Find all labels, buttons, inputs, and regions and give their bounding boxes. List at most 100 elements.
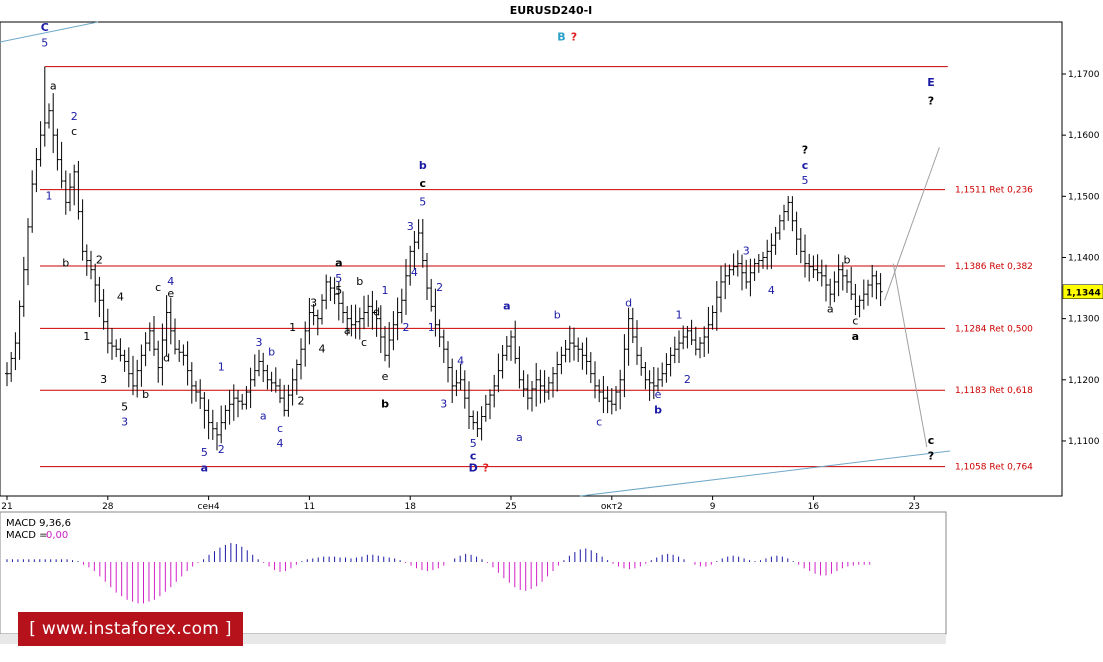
ohlc-bar (328, 276, 333, 302)
wave-label: c (928, 434, 935, 447)
ohlc-bar (9, 351, 14, 382)
ohlc-bar (769, 233, 774, 269)
wave-label: 3 (743, 244, 750, 257)
indicator-scroll-strip (0, 634, 946, 644)
ohlc-bar (257, 349, 261, 377)
ohlc-bar (488, 389, 492, 420)
wave-label: 2 (436, 281, 443, 294)
ohlc-bar (282, 384, 287, 417)
ohlc-bar (534, 362, 539, 407)
ohlc-bar (706, 306, 711, 354)
ohlc-bar (878, 273, 883, 307)
wave-label: ? (483, 462, 489, 475)
wave-label: B (557, 30, 565, 43)
wave-label: 1 (83, 330, 90, 343)
ohlc-bar (542, 370, 547, 403)
wave-label: 1 (428, 321, 435, 334)
ohlc-bar (265, 364, 270, 390)
macd-name: MACD 9,36,6 (6, 518, 71, 529)
ohlc-bar (672, 336, 677, 364)
price-tick-label: 1,1400 (1068, 253, 1100, 263)
ohlc-bar (362, 295, 366, 330)
ohlc-bar (248, 367, 253, 409)
current-price-label: 1,1344 (1066, 289, 1101, 299)
wave-label: b (654, 403, 662, 416)
ohlc-bar (110, 327, 114, 360)
wave-label: b (268, 345, 275, 358)
wave-label: 3 (407, 220, 414, 233)
ohlc-bar (866, 279, 870, 306)
wave-label: b (62, 257, 69, 270)
ohlc-bar (454, 369, 459, 397)
wave-label: d (625, 296, 632, 309)
ohlc-bar (215, 422, 219, 451)
trendlines-layer (0, 21, 951, 497)
ohlc-bar (63, 170, 68, 215)
projection-up-line (884, 147, 940, 301)
wave-label: a (335, 257, 342, 270)
ohlc-bar (467, 381, 471, 430)
wave-label: b (419, 159, 427, 172)
axis-ticks-layer: 1,1700 1,1600 1,1500 1,1400 1,1300 1,1200 1,11… (1, 70, 1099, 512)
time-tick-label: 23 (908, 502, 919, 512)
ohlc-bar (735, 250, 740, 277)
ohlc-bar (244, 386, 249, 410)
macd-value: 0,00 (46, 530, 68, 541)
ohlc-bar (639, 347, 644, 376)
ohlc-bar (374, 300, 379, 337)
ohlc-bar (584, 337, 589, 375)
time-tick-label: окт2 (601, 502, 623, 512)
ohlc-bar (740, 254, 744, 291)
ohlc-bar (315, 309, 320, 336)
ohlc-bar (21, 256, 26, 317)
ohlc-bar (773, 226, 778, 255)
ohlc-bar (231, 384, 236, 421)
current-price-marker: 1,1344 (1062, 284, 1103, 299)
wave-label: 4 (457, 355, 464, 368)
ohlc-bar (164, 295, 169, 357)
time-tick-label: 21 (1, 502, 12, 512)
ohlc-bar (551, 366, 555, 398)
wave-label: c (71, 125, 77, 138)
ohlc-bar (185, 341, 190, 386)
ohlc-bar (786, 196, 791, 221)
wave-label: 5 (201, 446, 208, 459)
ohlc-bar (479, 406, 484, 441)
ohlc-bar (353, 304, 358, 339)
wave-label: ? (928, 95, 934, 108)
ohlc-bar (845, 269, 849, 293)
ohlc-bar (458, 363, 463, 391)
ohlc-bar (378, 305, 383, 354)
ohlc-bar (198, 379, 203, 409)
ohlc-bar (370, 290, 375, 330)
ohlc-bar (807, 253, 812, 282)
ohlc-bar (609, 388, 614, 415)
ohlc-bar (685, 325, 690, 349)
wave-label: 4 (167, 275, 174, 288)
ohlc-bar (273, 367, 278, 393)
ohlc-bar (597, 379, 602, 403)
ohlc-bar (567, 325, 572, 363)
ohlc-bar (798, 228, 803, 264)
wave-label: a (201, 462, 208, 475)
ohlc-bar (55, 128, 60, 171)
wave-label: 4 (768, 284, 775, 297)
price-tick-label: 1,1300 (1068, 315, 1100, 325)
ohlc-bar (752, 258, 757, 281)
ohlc-bar (126, 347, 131, 388)
ohlc-bar (425, 252, 429, 301)
ohlc-bar (168, 297, 173, 345)
ohlc-bar (546, 376, 551, 400)
ohlc-bar (668, 347, 673, 377)
wave-label: 2 (218, 443, 225, 456)
ohlc-bar (30, 170, 35, 233)
retracement-label: 1,1284 Ret 0,500 (955, 324, 1033, 334)
price-tick-label: 1,1500 (1068, 192, 1100, 202)
ohlc-bar (34, 148, 39, 193)
ohlc-bar (17, 300, 22, 360)
time-tick-label: 9 (710, 502, 716, 512)
ohlc-bar (59, 141, 64, 189)
ohlc-bar (727, 264, 732, 285)
ohlc-bar (643, 361, 648, 390)
ohlc-bar (731, 253, 736, 276)
